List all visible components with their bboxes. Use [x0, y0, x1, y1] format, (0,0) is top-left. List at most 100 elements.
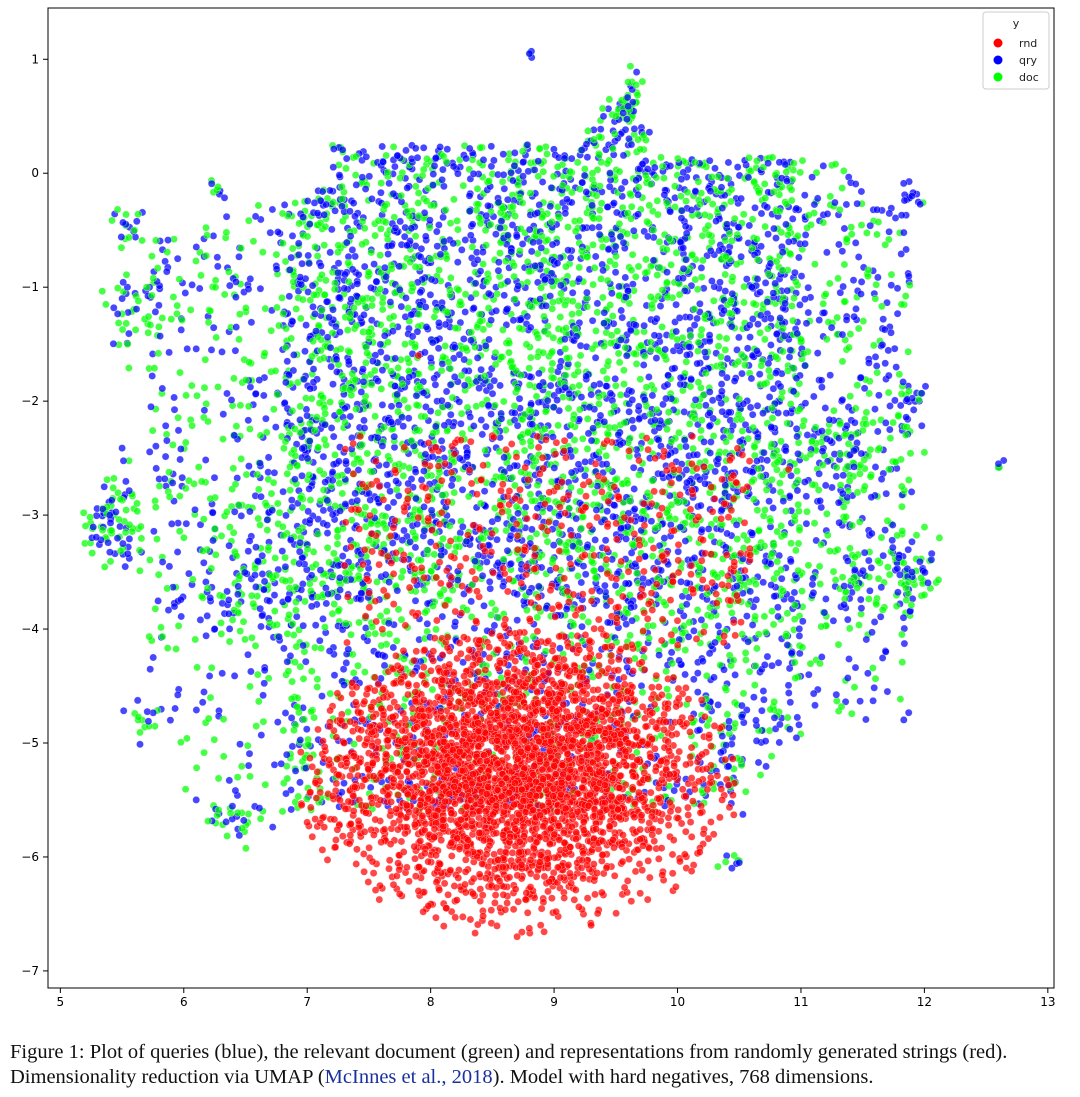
point-qry [246, 275, 255, 283]
point-qry [303, 411, 311, 420]
point-doc [798, 156, 807, 165]
point-qry [829, 616, 838, 625]
point-doc [210, 525, 219, 533]
point-doc [760, 612, 769, 621]
point-doc [862, 408, 871, 417]
point-qry [907, 488, 916, 496]
point-qry [885, 425, 894, 434]
point-doc [853, 488, 862, 497]
point-doc [254, 485, 263, 494]
point-qry [270, 591, 279, 599]
point-qry [92, 533, 101, 542]
point-qry [357, 589, 366, 597]
point-qry [700, 438, 708, 446]
point-qry [793, 486, 802, 495]
point-qry [308, 281, 317, 290]
point-doc [886, 434, 895, 443]
point-qry [185, 569, 193, 578]
point-qry [210, 625, 219, 633]
point-qry [890, 344, 899, 353]
point-doc [897, 300, 906, 309]
point-qry [331, 206, 339, 215]
point-qry [712, 217, 720, 225]
point-qry [843, 615, 852, 624]
point-doc [207, 564, 216, 573]
point-qry [763, 456, 772, 465]
point-qry [595, 230, 604, 239]
point-qry [681, 222, 690, 231]
point-qry [759, 687, 768, 695]
point-doc [846, 392, 855, 401]
point-qry [266, 228, 275, 237]
point-doc [181, 484, 190, 493]
point-qry [338, 145, 347, 154]
point-doc [595, 150, 604, 159]
point-qry [581, 570, 590, 579]
point-qry [420, 467, 428, 475]
point-qry [119, 218, 127, 227]
point-qry [534, 582, 543, 591]
point-qry [663, 268, 671, 277]
point-doc [804, 561, 813, 570]
point-qry [761, 737, 770, 745]
point-qry [499, 170, 508, 179]
point-qry [378, 401, 387, 409]
point-doc [223, 832, 231, 840]
point-doc [843, 462, 852, 471]
point-doc [123, 340, 132, 349]
point-doc [86, 513, 94, 522]
point-qry [121, 562, 130, 571]
point-doc [768, 549, 776, 558]
point-doc [906, 449, 915, 458]
point-qry [786, 698, 795, 707]
point-qry [518, 240, 527, 248]
point-doc [430, 313, 439, 321]
point-qry [441, 320, 450, 329]
point-doc [834, 274, 842, 283]
point-qry [384, 250, 392, 258]
point-doc [307, 667, 316, 676]
point-doc [823, 509, 831, 518]
point-qry [389, 189, 398, 198]
point-qry [629, 424, 638, 432]
point-qry [705, 649, 714, 658]
point-doc [284, 667, 293, 676]
point-doc [626, 189, 634, 198]
point-qry [623, 93, 632, 102]
point-doc [634, 183, 643, 192]
point-doc [872, 600, 881, 609]
point-qry [255, 804, 264, 812]
point-doc [840, 260, 849, 269]
point-qry [218, 669, 227, 678]
point-doc [399, 471, 408, 480]
point-doc [482, 241, 490, 250]
point-qry [396, 217, 405, 226]
point-doc [584, 618, 593, 626]
point-qry [600, 319, 608, 328]
point-doc [264, 543, 273, 552]
point-qry [823, 210, 832, 218]
point-qry [334, 593, 342, 601]
point-qry [259, 691, 267, 700]
point-doc [193, 391, 201, 400]
point-doc [526, 353, 535, 362]
point-qry [687, 206, 696, 214]
point-qry [514, 509, 522, 518]
point-qry [872, 362, 881, 370]
point-qry [528, 420, 537, 429]
point-qry [100, 482, 109, 491]
point-qry [748, 621, 757, 629]
point-doc [568, 383, 577, 391]
point-qry [252, 583, 260, 591]
point-qry [487, 316, 495, 325]
point-doc [244, 402, 253, 411]
point-doc [498, 177, 507, 186]
point-qry [500, 184, 509, 193]
point-qry [168, 479, 177, 487]
point-qry [378, 142, 387, 151]
point-qry [881, 359, 890, 368]
point-doc [463, 403, 472, 412]
point-doc [790, 615, 799, 624]
point-qry [515, 394, 524, 403]
point-qry [230, 507, 239, 516]
